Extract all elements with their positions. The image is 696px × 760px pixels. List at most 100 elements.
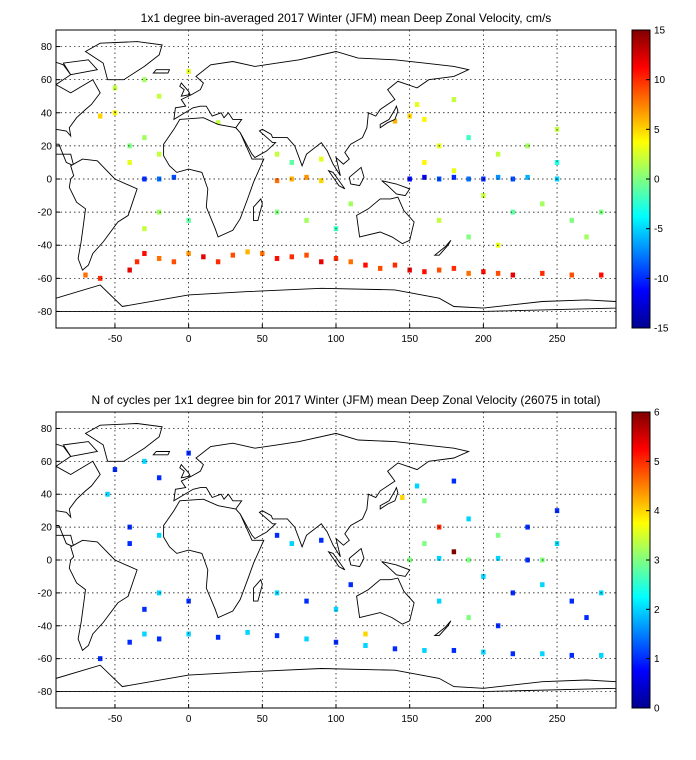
data-bin — [142, 226, 147, 232]
greenland-coastline — [84, 423, 163, 462]
y-tick-label: 40 — [41, 108, 53, 119]
eurasia-coastline — [173, 432, 471, 557]
x-tick-label: 0 — [186, 334, 192, 345]
data-bin — [466, 516, 471, 522]
iceland-coastline — [152, 69, 171, 74]
plot-area — [56, 423, 616, 693]
x-tick-label: 50 — [257, 714, 269, 725]
data-bin — [274, 532, 280, 538]
data-bin — [599, 652, 604, 658]
y-tick-label: 0 — [46, 556, 52, 567]
y-tick-label: -20 — [38, 208, 53, 219]
colorbar-tick-label: 4 — [654, 506, 660, 517]
data-bin — [98, 113, 103, 119]
data-bin — [436, 598, 442, 604]
data-bin — [171, 259, 177, 265]
data-bin — [451, 647, 457, 653]
data-bin — [304, 252, 309, 258]
data-bin — [156, 151, 162, 157]
data-bin — [142, 458, 147, 464]
data-bin — [156, 209, 162, 215]
y-tick-label: 40 — [41, 490, 53, 501]
data-bin — [363, 631, 368, 637]
data-bin — [495, 151, 501, 157]
x-tick-label: -50 — [108, 714, 123, 725]
x-tick-label: 250 — [549, 714, 566, 725]
data-bin — [422, 159, 427, 165]
south-america-coastline — [68, 539, 138, 652]
data-bin — [112, 85, 118, 91]
x-tick-label: 150 — [401, 334, 418, 345]
data-bin — [569, 652, 574, 658]
data-bin — [495, 270, 501, 276]
data-bin — [348, 259, 353, 265]
baffin-coastline — [62, 59, 99, 76]
data-bin — [540, 201, 545, 207]
data-bin — [215, 259, 221, 265]
british-isles-coastline — [179, 82, 191, 97]
australia-coastline — [356, 196, 415, 245]
data-bin — [540, 582, 545, 588]
data-bin — [466, 234, 471, 240]
data-bin — [407, 267, 412, 273]
x-tick-label: 150 — [401, 714, 418, 725]
colorbar-tick-label: 5 — [654, 457, 660, 468]
data-bin — [333, 255, 339, 261]
borneo-coastline — [348, 166, 365, 187]
data-bin — [319, 259, 324, 265]
sumatra-coastline — [327, 550, 346, 571]
australia-coastline — [356, 577, 415, 625]
data-bin — [422, 269, 427, 275]
x-tick-label: 250 — [549, 334, 566, 345]
data-bin — [436, 217, 442, 223]
y-tick-label: -20 — [38, 588, 53, 599]
x-tick-label: 100 — [328, 714, 345, 725]
japan-coastline — [379, 104, 399, 129]
panel-2: N of cycles per 1x1 degree bin for 2017 … — [38, 393, 660, 725]
data-bin — [363, 643, 368, 648]
colorbar-tick-label: 10 — [654, 75, 666, 86]
data-bin — [156, 176, 162, 182]
colorbar-tick-label: 2 — [654, 605, 660, 616]
data-bin — [466, 135, 471, 141]
y-tick-label: 0 — [46, 175, 52, 186]
data-bin — [289, 541, 294, 547]
data-bin — [495, 174, 501, 180]
data-bin — [127, 639, 132, 645]
colorbar-tick-label: 0 — [654, 704, 660, 715]
panel-1: 1x1 degree bin-averaged 2017 Winter (JFM… — [38, 11, 669, 345]
data-bin — [495, 555, 501, 561]
colorbar-tick-label: 15 — [654, 26, 666, 37]
data-bin — [466, 615, 471, 621]
south-america-coastline — [68, 158, 138, 271]
data-bin — [142, 77, 147, 83]
data-bin — [466, 270, 471, 276]
data-bin — [436, 555, 442, 561]
data-bin — [510, 590, 516, 596]
data-bin — [510, 272, 516, 278]
data-bin — [540, 651, 545, 657]
data-bin — [304, 217, 309, 223]
y-tick-label: -80 — [38, 687, 53, 698]
new-zealand-coastline — [433, 240, 452, 256]
y-tick-label: 60 — [41, 457, 53, 468]
x-tick-label: 200 — [475, 714, 492, 725]
british-isles-coastline — [179, 463, 191, 479]
data-bin — [414, 102, 420, 107]
data-bin — [414, 483, 420, 489]
antarctica-coastline — [56, 284, 616, 312]
data-bin — [274, 633, 280, 639]
iceland-coastline — [152, 451, 171, 456]
data-bin — [105, 491, 110, 497]
data-bin — [304, 636, 309, 642]
data-bin — [481, 649, 486, 655]
colorbar-tick-label: 5 — [654, 125, 660, 136]
data-bin — [451, 478, 457, 484]
data-bin — [599, 272, 604, 278]
data-bin — [333, 606, 339, 612]
data-bin — [451, 174, 457, 180]
new-zealand-coastline — [433, 620, 452, 637]
data-bin — [392, 262, 398, 268]
data-bin — [127, 159, 132, 165]
